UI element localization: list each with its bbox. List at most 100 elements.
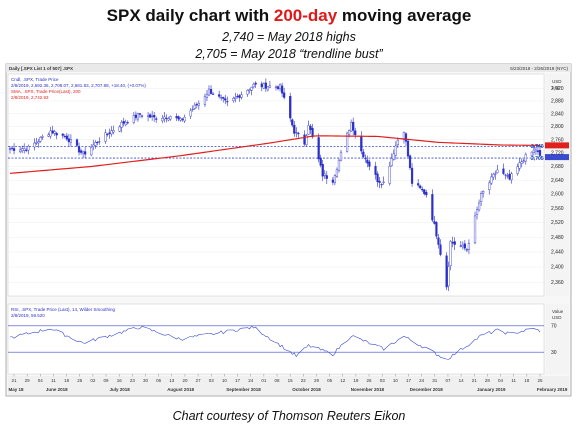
candle <box>325 171 328 185</box>
candle-body <box>149 114 152 118</box>
candle-body <box>538 150 542 156</box>
candle-body <box>84 151 87 155</box>
candle <box>376 171 379 187</box>
candle-body <box>222 97 225 99</box>
candle <box>410 163 414 187</box>
candle <box>274 85 278 91</box>
sma-200-line <box>9 135 541 174</box>
candle <box>366 155 369 168</box>
x-day-label: 17 <box>235 378 241 383</box>
candle-body <box>348 130 351 135</box>
candle-body <box>276 86 280 89</box>
x-day-label: 12 <box>340 378 346 383</box>
candle <box>530 151 533 158</box>
candle-body <box>388 166 391 184</box>
candle-body <box>183 116 186 122</box>
candle <box>465 248 468 253</box>
panel-header-bar <box>6 64 571 72</box>
candle <box>236 93 239 99</box>
candle-body <box>410 167 414 184</box>
candle <box>181 117 184 122</box>
candle <box>177 115 180 122</box>
candle <box>445 252 448 291</box>
candle <box>350 119 353 133</box>
rsi-indicator: 70 30 <box>8 323 557 360</box>
candle <box>169 115 172 121</box>
candle <box>167 116 170 122</box>
candle <box>283 87 286 100</box>
candle-body <box>41 136 44 138</box>
candle <box>106 132 109 137</box>
price-tick-label: 2,840 <box>551 111 564 117</box>
candle <box>234 92 237 103</box>
candle <box>380 183 383 189</box>
candle-body <box>232 98 235 101</box>
x-day-label: 17 <box>406 378 412 383</box>
candle <box>264 78 267 92</box>
candle <box>33 138 36 151</box>
candle <box>435 221 438 240</box>
candle <box>518 158 521 172</box>
candle <box>134 111 138 121</box>
candle <box>108 128 111 139</box>
candle <box>536 145 540 155</box>
candle <box>132 112 135 125</box>
candle-body <box>465 249 468 251</box>
candle-body <box>425 192 428 196</box>
moving-average <box>9 135 541 174</box>
candle <box>104 129 107 144</box>
candle-body <box>266 86 269 91</box>
candle-body <box>23 148 26 151</box>
candle <box>480 191 483 207</box>
candle-body <box>175 116 178 119</box>
candle-body <box>532 149 536 154</box>
candle <box>516 163 519 176</box>
candle-body <box>536 150 540 153</box>
candle <box>218 90 221 99</box>
x-day-label: 26 <box>367 378 373 383</box>
candle-body <box>354 130 357 136</box>
title-prefix: SPX daily chart with <box>106 6 274 25</box>
candle <box>309 124 312 135</box>
candle-body <box>205 93 209 98</box>
candle-body <box>435 222 438 237</box>
rsi-legend: RSI, .SPX, Trade Price (Last), 14, Wilde… <box>11 307 116 312</box>
candle <box>77 142 81 156</box>
candle <box>246 89 249 97</box>
candle <box>205 90 209 102</box>
candle-body <box>404 133 408 142</box>
candle-body <box>63 135 66 137</box>
candle-body <box>376 173 379 183</box>
candle-body <box>211 93 215 95</box>
candle <box>303 130 306 147</box>
x-day-label: 08 <box>274 378 280 383</box>
candle <box>278 83 282 92</box>
x-day-label: 29 <box>25 378 31 383</box>
candle <box>146 112 150 122</box>
candle <box>238 94 241 102</box>
candle-body <box>132 115 135 123</box>
candle <box>374 161 377 180</box>
candle-body <box>8 148 12 150</box>
candle-body <box>337 159 341 171</box>
candle-body <box>303 134 306 145</box>
x-day-label: 23 <box>130 378 136 383</box>
candle <box>98 137 101 145</box>
candle <box>307 120 310 136</box>
chart-subtitle-1: 2,740 = May 2018 highs <box>222 30 356 44</box>
candle-body <box>490 176 493 184</box>
candle-body <box>482 191 485 194</box>
candle-body <box>392 153 395 160</box>
x-day-label: 18 <box>524 378 530 383</box>
candle-body <box>49 130 52 137</box>
candle <box>51 125 54 135</box>
price-tick-label: 2,480 <box>551 235 564 241</box>
candle-body <box>283 92 286 98</box>
candle <box>153 112 156 122</box>
candle <box>396 137 399 149</box>
price-tick-label: 2,400 <box>551 265 564 271</box>
chart-credit: Chart courtesy of Thomson Reuters Eikon <box>172 409 406 423</box>
candle <box>183 114 186 124</box>
price-gridlines <box>8 88 544 283</box>
candle <box>96 140 99 146</box>
